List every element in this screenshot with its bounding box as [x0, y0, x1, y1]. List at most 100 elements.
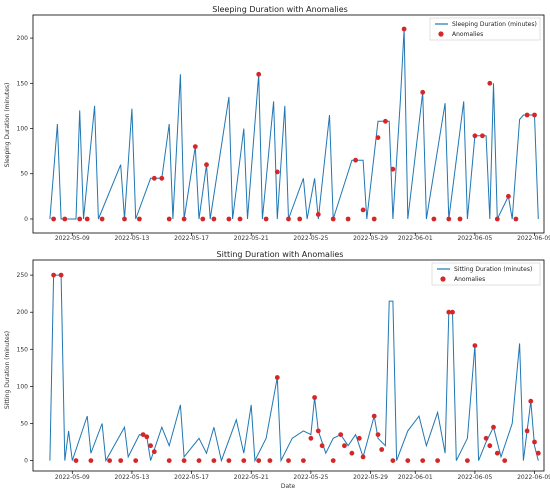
anomaly-point	[379, 447, 385, 452]
anomaly-points	[51, 272, 541, 463]
anomaly-point	[267, 458, 273, 463]
anomaly-point	[446, 309, 452, 315]
anomaly-point	[286, 216, 291, 222]
anomaly-point	[506, 193, 511, 199]
anomaly-point	[133, 458, 139, 463]
x-tick-label: 2022-06-01	[398, 235, 433, 242]
x-tick-label: 2022-05-21	[234, 235, 269, 242]
x-tick-label: 2022-05-13	[114, 474, 149, 481]
x-tick-label: 2022-05-25	[293, 235, 328, 242]
anomaly-point	[107, 458, 112, 463]
plot-frame	[32, 259, 545, 472]
anomaly-point	[211, 216, 217, 222]
anomaly-point	[360, 207, 366, 213]
x-ticks: 2022-05-09 2022-05-13 2022-05-17 2022-05-21…	[55, 233, 550, 242]
anomaly-point	[140, 432, 146, 437]
anomaly-point	[401, 26, 407, 32]
anomaly-point	[315, 428, 321, 434]
y-tick-label: 100	[17, 383, 29, 390]
anomaly-point	[513, 216, 519, 222]
anomaly-point	[450, 309, 455, 315]
anomaly-point	[375, 432, 381, 437]
anomaly-point	[118, 458, 124, 463]
legend: Sitting Duration (minutes) Anomalies	[431, 262, 541, 286]
anomaly-point	[51, 216, 56, 222]
anomaly-point	[435, 458, 440, 463]
anomaly-point	[491, 424, 496, 430]
anomaly-point	[494, 450, 500, 456]
anomaly-point	[77, 216, 83, 222]
legend-anomaly-swatch	[438, 31, 444, 37]
x-tick-label: 2022-06-09	[517, 235, 550, 242]
anomaly-point	[226, 216, 232, 222]
legend-box	[429, 17, 541, 41]
anomaly-point	[274, 169, 280, 175]
anomaly-point	[524, 428, 530, 434]
anomaly-point	[390, 166, 396, 172]
legend-label-anomalies: Anomalies	[452, 31, 483, 38]
y-axis-label: Sitting Duration (minutes)	[4, 331, 11, 409]
anomaly-points	[51, 26, 537, 222]
anomaly-point	[349, 450, 355, 456]
anomaly-point	[166, 216, 172, 222]
anomaly-point	[319, 443, 325, 449]
anomaly-point	[532, 112, 537, 118]
anomaly-point	[487, 80, 493, 86]
anomaly-point	[345, 216, 351, 222]
legend-anomaly-swatch	[440, 276, 446, 282]
y-tick-label: 150	[17, 80, 29, 87]
anomaly-point	[256, 71, 262, 77]
anomaly-point	[62, 216, 68, 222]
chart-title: Sitting Duration with Anomalies	[217, 250, 344, 259]
anomaly-point	[192, 144, 198, 150]
anomaly-point	[151, 175, 157, 181]
anomaly-point	[226, 458, 232, 463]
anomaly-point	[457, 216, 463, 222]
anomaly-point	[356, 435, 362, 441]
x-axis-label: Date	[281, 483, 296, 490]
anomaly-point	[301, 458, 306, 463]
anomaly-point	[159, 175, 165, 181]
y-axis-label: Sleeping Duration (minutes)	[4, 83, 11, 168]
y-tick-label: 0	[24, 458, 28, 465]
anomaly-point	[353, 157, 358, 163]
legend-label-line: Sleeping Duration (minutes)	[452, 21, 537, 28]
sleeping-duration-chart: Sleeping Duration with Anomalies Sleepin…	[4, 5, 550, 242]
anomaly-point	[196, 458, 202, 463]
sleeping-duration-line	[49, 28, 539, 220]
x-tick-label: 2022-05-25	[293, 474, 328, 481]
anomaly-point	[431, 216, 437, 222]
anomaly-point	[446, 216, 452, 222]
anomaly-point	[99, 216, 105, 222]
y-tick-label: 250	[17, 272, 29, 279]
anomaly-point	[312, 395, 317, 400]
chart-title: Sleeping Duration with Anomalies	[212, 5, 348, 14]
anomaly-point	[502, 458, 508, 463]
anomaly-point	[151, 449, 157, 455]
anomaly-point	[137, 216, 142, 222]
anomaly-point	[256, 458, 262, 463]
anomaly-point	[483, 435, 489, 441]
anomaly-point	[472, 133, 478, 139]
anomaly-point	[297, 216, 303, 222]
anomaly-point	[274, 375, 280, 380]
anomaly-point	[58, 272, 64, 278]
anomaly-point	[51, 272, 56, 278]
anomaly-point	[375, 135, 381, 141]
anomaly-point	[286, 458, 291, 463]
anomaly-point	[371, 216, 377, 222]
anomaly-point	[166, 458, 172, 463]
anomaly-point	[211, 458, 217, 463]
y-tick-label: 0	[24, 216, 28, 223]
anomaly-point	[88, 458, 94, 463]
anomaly-point	[487, 443, 493, 449]
anomaly-point	[181, 458, 187, 463]
anomaly-point	[73, 458, 79, 463]
x-ticks: 2022-05-09 2022-05-13 2022-05-17 2022-05-21…	[55, 471, 550, 481]
legend-label-anomalies: Anomalies	[454, 276, 485, 283]
y-tick-label: 50	[20, 420, 28, 427]
anomaly-point	[420, 458, 426, 463]
x-tick-label: 2022-05-29	[353, 235, 388, 242]
sitting-duration-line	[49, 274, 539, 463]
anomaly-point	[371, 413, 377, 419]
